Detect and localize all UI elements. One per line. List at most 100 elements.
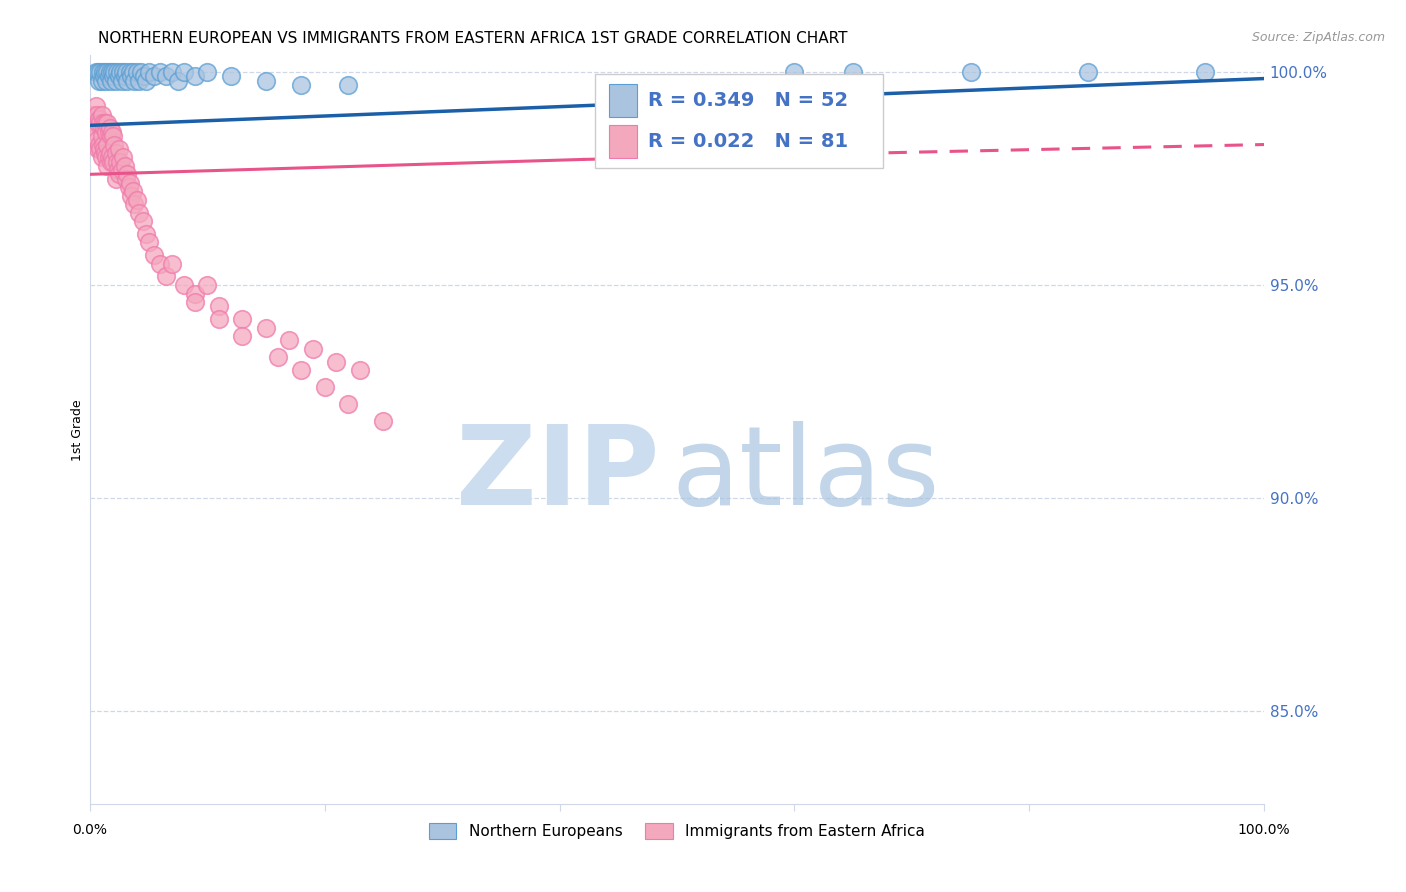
Point bbox=[1077, 65, 1099, 79]
Point bbox=[87, 142, 110, 156]
Point bbox=[135, 73, 157, 87]
Point bbox=[208, 299, 231, 313]
Point bbox=[267, 351, 290, 365]
Text: R = 0.349   N = 52: R = 0.349 N = 52 bbox=[648, 91, 848, 110]
Point bbox=[110, 163, 132, 178]
Point bbox=[120, 70, 142, 84]
Point bbox=[96, 159, 118, 173]
Point bbox=[842, 65, 865, 79]
Point bbox=[290, 363, 312, 377]
Point bbox=[302, 342, 325, 356]
Point bbox=[254, 320, 277, 334]
Point bbox=[195, 278, 218, 293]
Point bbox=[118, 65, 141, 79]
Point bbox=[101, 125, 124, 139]
Point bbox=[104, 73, 127, 87]
Point bbox=[167, 73, 190, 87]
Point bbox=[231, 329, 253, 343]
Point bbox=[93, 142, 115, 156]
Point bbox=[231, 312, 253, 326]
Point bbox=[149, 257, 172, 271]
Point bbox=[122, 185, 145, 199]
Point bbox=[314, 380, 336, 394]
Point bbox=[94, 116, 117, 130]
Point bbox=[131, 65, 153, 79]
Point bbox=[100, 128, 122, 143]
Point bbox=[254, 73, 277, 87]
Point bbox=[1194, 65, 1216, 79]
Point bbox=[114, 159, 136, 173]
Point bbox=[98, 146, 121, 161]
Text: 100.0%: 100.0% bbox=[1237, 823, 1291, 837]
Point bbox=[173, 65, 195, 79]
Point bbox=[143, 70, 166, 84]
Point bbox=[87, 116, 110, 130]
Point bbox=[98, 120, 121, 135]
Point bbox=[111, 65, 134, 79]
Point bbox=[90, 108, 112, 122]
FancyBboxPatch shape bbox=[595, 74, 883, 168]
Point bbox=[110, 154, 132, 169]
Point bbox=[91, 116, 114, 130]
Point bbox=[86, 108, 108, 122]
Point bbox=[122, 65, 145, 79]
Point bbox=[118, 176, 141, 190]
Text: ZIP: ZIP bbox=[456, 421, 659, 528]
Point bbox=[96, 73, 118, 87]
Point bbox=[94, 65, 117, 79]
Point bbox=[101, 150, 124, 164]
Point bbox=[160, 65, 183, 79]
Point bbox=[103, 128, 125, 143]
Point bbox=[89, 73, 111, 87]
Point bbox=[84, 65, 107, 79]
Point bbox=[104, 146, 127, 161]
Point bbox=[91, 65, 114, 79]
Point bbox=[125, 65, 148, 79]
Point bbox=[108, 142, 131, 156]
Point bbox=[90, 128, 112, 143]
Point bbox=[89, 116, 111, 130]
Point bbox=[349, 363, 371, 377]
Point bbox=[195, 65, 218, 79]
Point bbox=[337, 78, 360, 92]
Point bbox=[108, 70, 131, 84]
Text: R = 0.022   N = 81: R = 0.022 N = 81 bbox=[648, 132, 848, 151]
Point bbox=[125, 193, 148, 207]
Point bbox=[138, 65, 160, 79]
Point bbox=[86, 133, 108, 147]
Point bbox=[103, 154, 125, 169]
Point bbox=[124, 73, 146, 87]
Point bbox=[325, 354, 347, 368]
Point bbox=[149, 65, 172, 79]
Point bbox=[143, 248, 166, 262]
Point bbox=[219, 70, 242, 84]
Point bbox=[155, 70, 177, 84]
Point bbox=[84, 125, 107, 139]
Point bbox=[90, 73, 112, 87]
Point bbox=[110, 73, 132, 87]
Point bbox=[89, 65, 111, 79]
Point bbox=[90, 150, 112, 164]
Point bbox=[97, 150, 120, 164]
Point bbox=[96, 137, 118, 152]
Point bbox=[105, 65, 128, 79]
Point bbox=[91, 137, 114, 152]
Point bbox=[94, 146, 117, 161]
Point bbox=[120, 188, 142, 202]
Point bbox=[290, 78, 312, 92]
Point bbox=[783, 65, 806, 79]
Point bbox=[117, 73, 139, 87]
Point bbox=[93, 70, 115, 84]
Point bbox=[104, 171, 127, 186]
Point bbox=[97, 125, 120, 139]
Point bbox=[337, 397, 360, 411]
Point bbox=[82, 108, 104, 122]
Point bbox=[84, 99, 107, 113]
Point bbox=[135, 227, 157, 241]
Point bbox=[373, 414, 395, 428]
Point bbox=[173, 278, 195, 293]
Point bbox=[96, 125, 118, 139]
Point bbox=[128, 73, 150, 87]
Point bbox=[96, 150, 118, 164]
Point bbox=[208, 312, 231, 326]
